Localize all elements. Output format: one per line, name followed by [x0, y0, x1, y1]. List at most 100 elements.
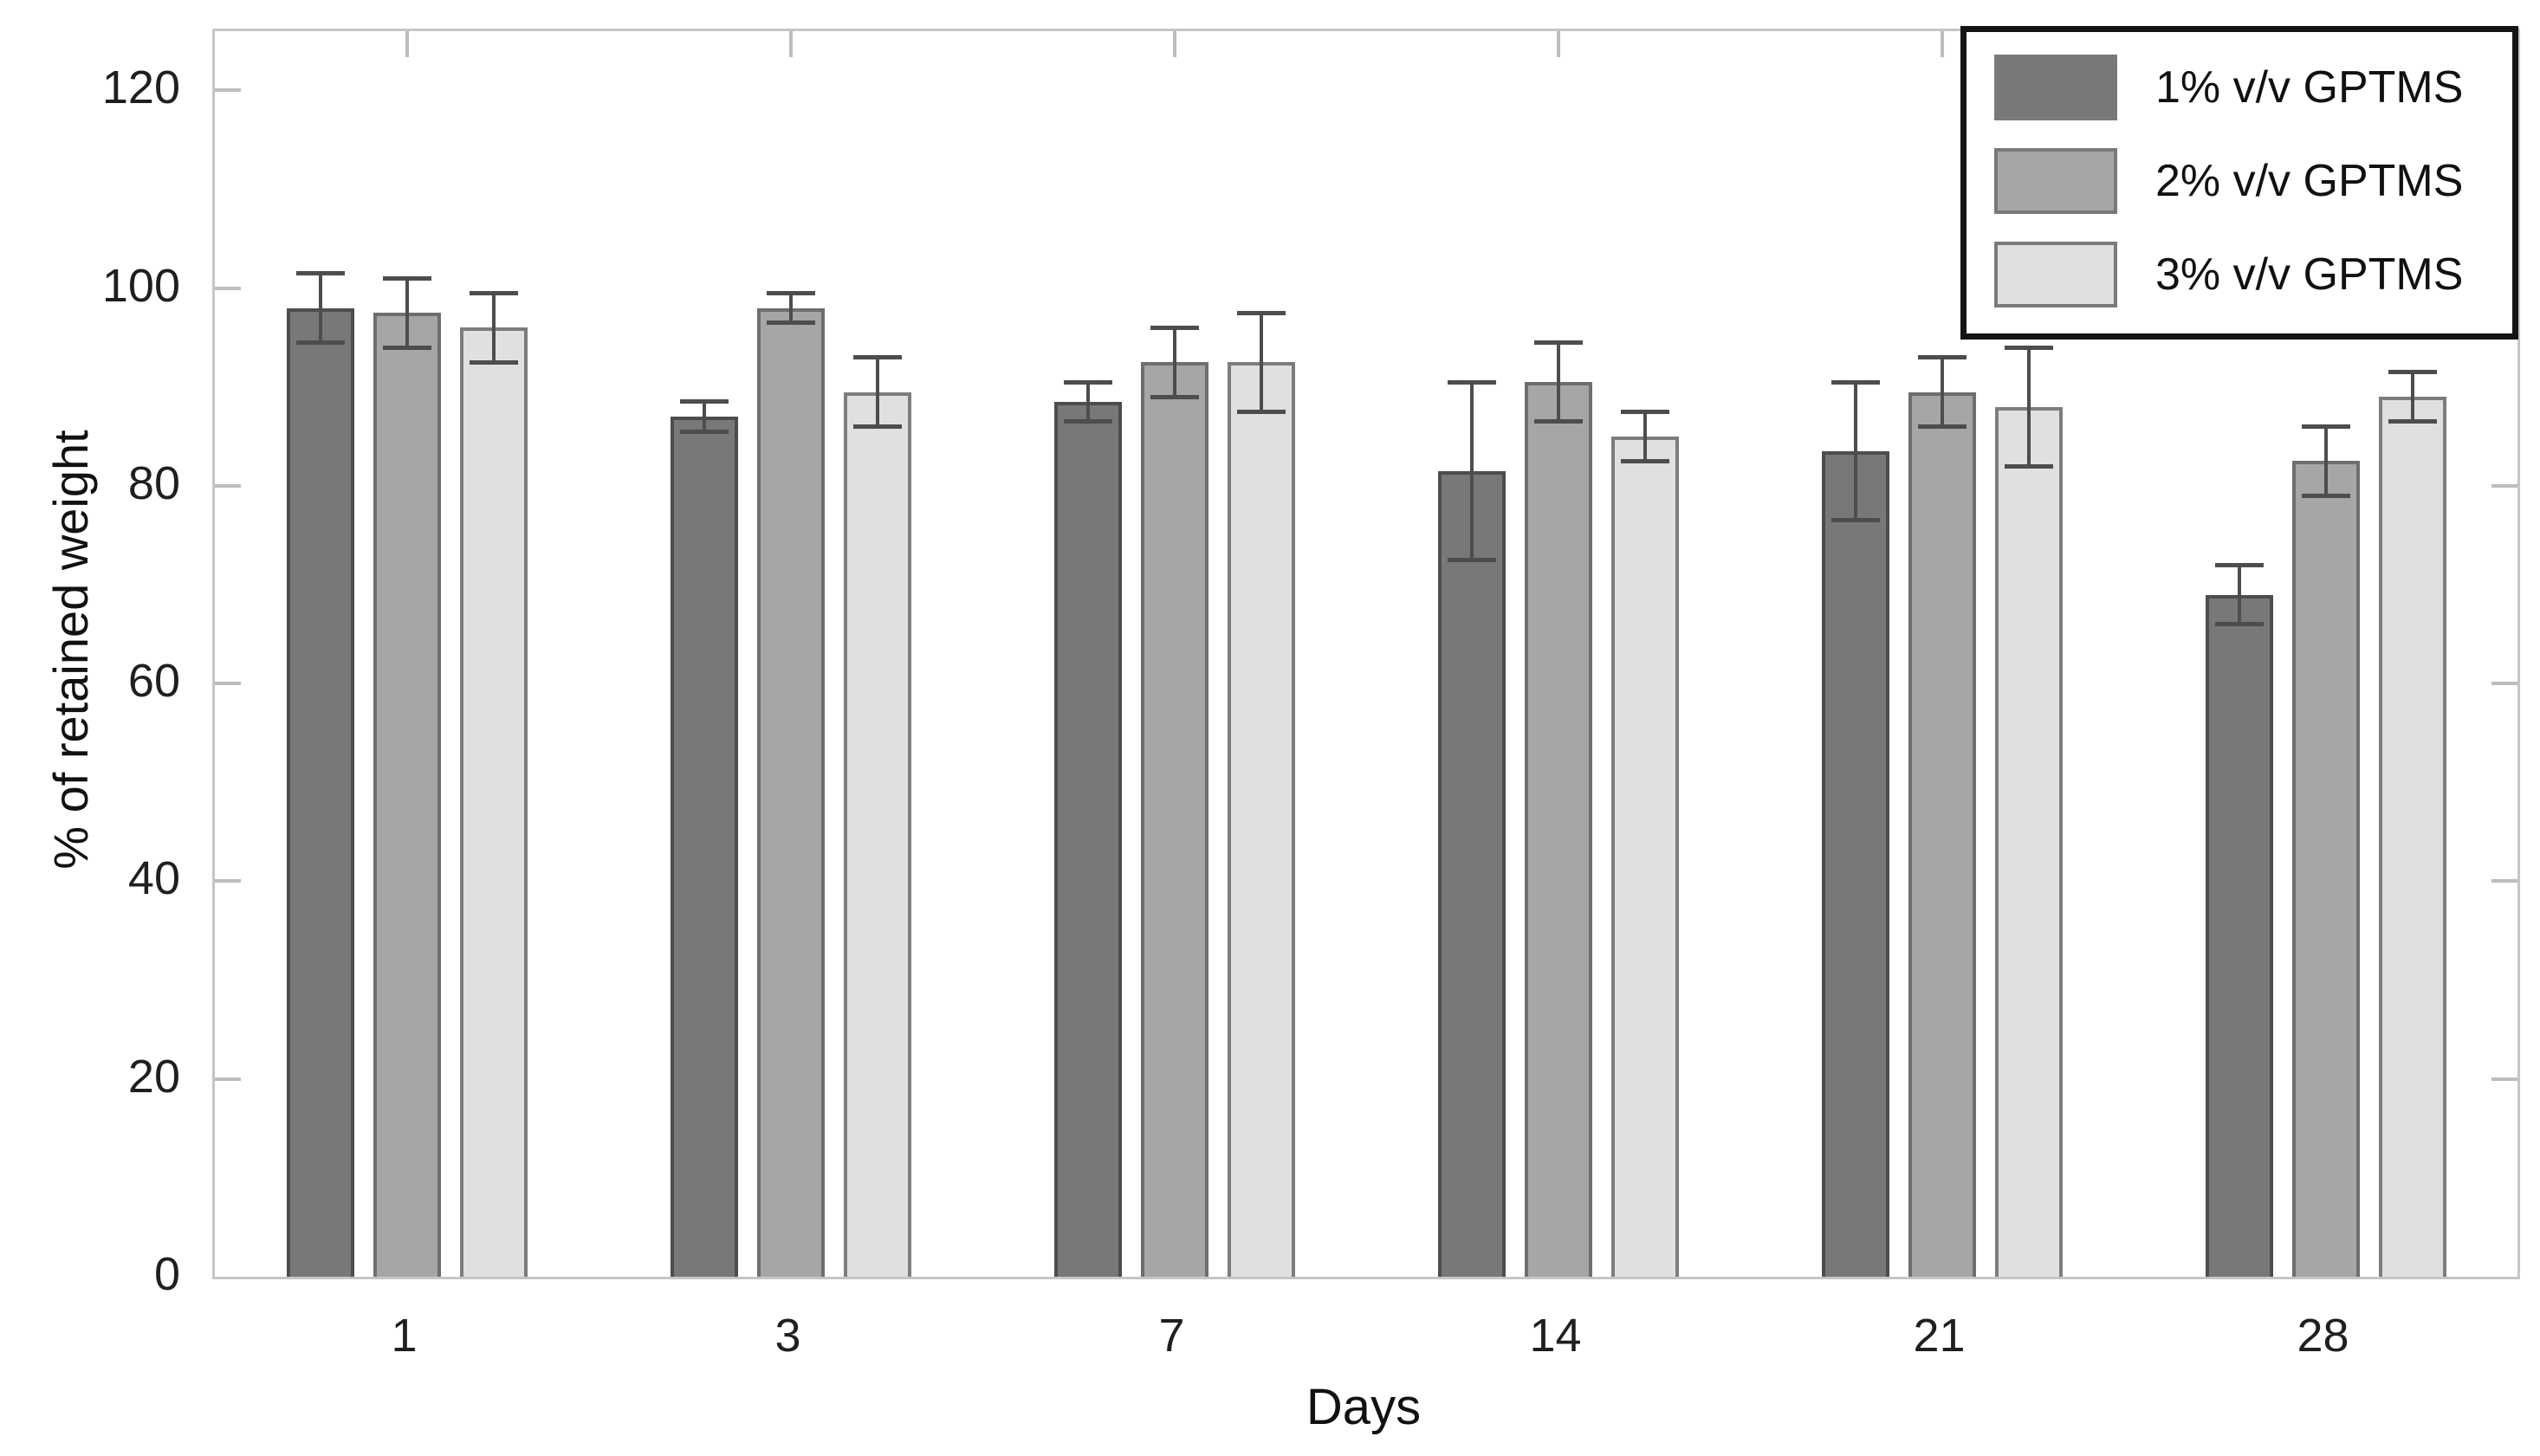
bar: [2291, 461, 2360, 1277]
bar: [373, 313, 441, 1277]
legend: 1% v/v GPTMS 2% v/v GPTMS 3% v/v GPTMS: [1960, 26, 2518, 340]
error-bar-line: [1172, 327, 1176, 398]
x-tick-top: [1940, 31, 1944, 57]
bar: [1821, 451, 1889, 1277]
x-tick-top: [788, 31, 793, 57]
error-bar-cap: [2004, 345, 2053, 350]
error-bar-line: [2323, 426, 2328, 496]
error-bar-cap: [2004, 463, 2053, 469]
y-tick-label: 0: [153, 1248, 180, 1300]
error-bar-line: [875, 357, 879, 427]
legend-swatch: [1994, 242, 2117, 307]
error-bar-cap: [1533, 340, 1583, 345]
x-axis-title: Days: [1306, 1379, 1422, 1435]
legend-swatch: [1994, 55, 2117, 120]
bar: [1140, 362, 1208, 1277]
bar: [1610, 436, 1679, 1277]
error-bar-cap: [852, 424, 902, 429]
bar: [2378, 397, 2446, 1277]
x-tick-label: 21: [1913, 1310, 1966, 1362]
y-tick-left: [215, 483, 241, 488]
error-bar-cap: [679, 399, 729, 404]
error-bar-cap: [469, 359, 518, 365]
y-tick-label: 40: [127, 852, 180, 905]
x-tick-top: [1556, 31, 1560, 57]
y-tick-label: 20: [127, 1050, 180, 1103]
x-tick-label: 14: [1529, 1310, 1582, 1362]
y-tick-right: [2491, 1077, 2517, 1081]
legend-item: 1% v/v GPTMS: [1994, 55, 2486, 120]
error-bar-line: [1940, 357, 1944, 427]
legend-label: 3% v/v GPTMS: [2155, 249, 2464, 300]
error-bar-line: [2237, 565, 2241, 624]
error-bar-line: [318, 273, 322, 343]
bar: [1437, 470, 1506, 1277]
bar: [1524, 382, 1592, 1277]
y-tick-right: [2491, 879, 2517, 883]
error-bar-cap: [295, 340, 345, 345]
error-bar-cap: [679, 429, 729, 434]
error-bar-cap: [766, 290, 815, 295]
error-bar-cap: [382, 345, 431, 350]
x-tick-top: [1172, 31, 1176, 57]
error-bar-cap: [1063, 379, 1112, 385]
legend-item: 2% v/v GPTMS: [1994, 148, 2486, 214]
error-bar-line: [491, 293, 496, 363]
error-bar-cap: [1830, 379, 1880, 385]
error-bar-cap: [766, 320, 815, 326]
y-tick-right: [2491, 682, 2517, 686]
error-bar-cap: [852, 355, 902, 360]
error-bar-cap: [1620, 409, 1669, 414]
error-bar-line: [2026, 347, 2031, 467]
error-bar-cap: [1447, 379, 1496, 385]
error-bar-cap: [2214, 622, 2264, 627]
error-bar-line: [1085, 382, 1090, 422]
error-bar-cap: [2301, 424, 2350, 429]
error-bar-line: [405, 278, 409, 348]
bar: [1227, 362, 1295, 1277]
error-bar-cap: [1917, 355, 1967, 360]
y-axis-title: % of retained weight: [43, 430, 98, 870]
legend-label: 1% v/v GPTMS: [2155, 62, 2464, 113]
y-tick-label: 60: [127, 655, 180, 708]
y-tick-left: [215, 88, 241, 93]
bar: [756, 307, 825, 1277]
error-bar-cap: [2388, 370, 2437, 375]
error-bar-cap: [1917, 424, 1967, 429]
bar: [843, 392, 911, 1277]
bar: [1053, 401, 1122, 1277]
error-bar-cap: [2388, 419, 2437, 424]
error-bar-cap: [1063, 419, 1112, 424]
error-bar-cap: [469, 290, 518, 295]
legend-swatch: [1994, 148, 2117, 214]
bar: [286, 307, 354, 1277]
error-bar-cap: [295, 271, 345, 276]
bar: [670, 417, 738, 1277]
error-bar-line: [702, 401, 706, 432]
y-tick-left: [215, 286, 241, 290]
error-bar-line: [1643, 411, 1647, 462]
y-tick-left: [215, 1077, 241, 1081]
x-tick-label: 1: [391, 1310, 418, 1362]
y-tick-label: 100: [101, 259, 180, 312]
y-tick-label: 120: [101, 61, 180, 114]
y-tick-left: [215, 682, 241, 686]
x-tick-label: 28: [2297, 1310, 2349, 1362]
error-bar-line: [1259, 313, 1263, 412]
error-bar-cap: [2214, 562, 2264, 567]
error-bar-line: [1556, 342, 1560, 422]
y-tick-right: [2491, 483, 2517, 488]
x-tick-label: 7: [1158, 1310, 1185, 1362]
bar: [1994, 406, 2063, 1277]
y-tick-left: [215, 879, 241, 883]
error-bar-cap: [1533, 419, 1583, 424]
bar: [2205, 594, 2273, 1277]
error-bar-line: [1469, 382, 1474, 560]
x-tick-top: [405, 31, 409, 57]
error-bar-cap: [1830, 518, 1880, 523]
bar: [459, 327, 528, 1277]
bar: [1908, 392, 1976, 1277]
error-bar-cap: [382, 275, 431, 281]
error-bar-cap: [1620, 458, 1669, 463]
error-bar-cap: [1150, 325, 1199, 330]
